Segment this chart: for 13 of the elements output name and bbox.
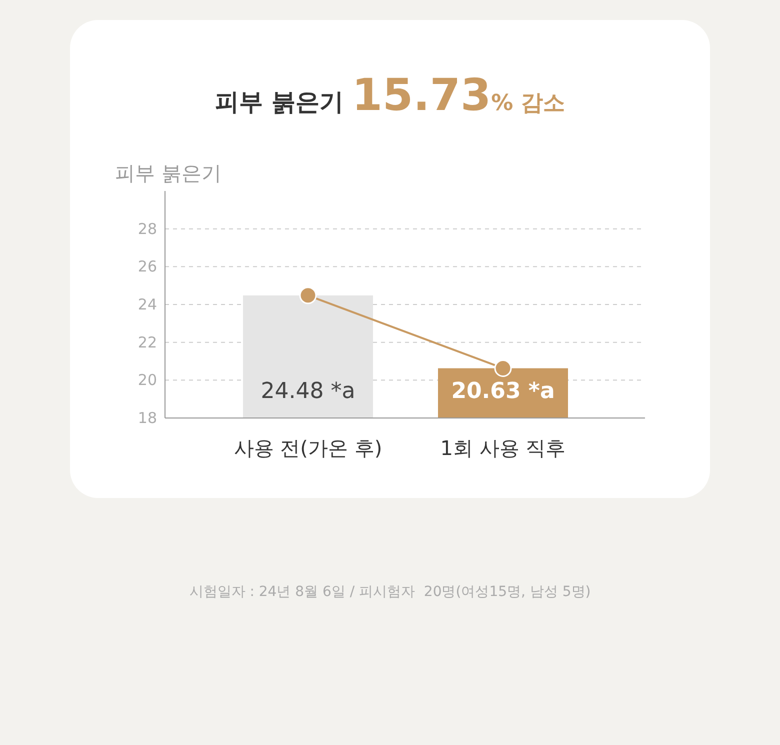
chart-title: 피부 붉은기 15.73% 감소	[215, 70, 565, 121]
y-tick-label: 20	[138, 371, 157, 390]
y-tick-label: 24	[138, 296, 157, 314]
y-tick-label: 26	[138, 258, 157, 276]
x-tick-label: 사용 전(가온 후)	[234, 436, 382, 460]
y-tick-label: 28	[138, 220, 157, 238]
text: 시험일자 : 24년 8월 6일 / 피시험자 20명(여성15명, 남성 5명)	[189, 584, 591, 600]
data-label: 24.48 *a	[260, 379, 356, 404]
y-tick-label: 18	[138, 409, 157, 427]
y-tick-label: 22	[138, 333, 157, 352]
data-label: 20.63 *a	[451, 379, 555, 404]
y-axis-title: 피부 붉은기	[115, 161, 222, 185]
x-tick-label: 1회 사용 직후	[440, 436, 566, 460]
